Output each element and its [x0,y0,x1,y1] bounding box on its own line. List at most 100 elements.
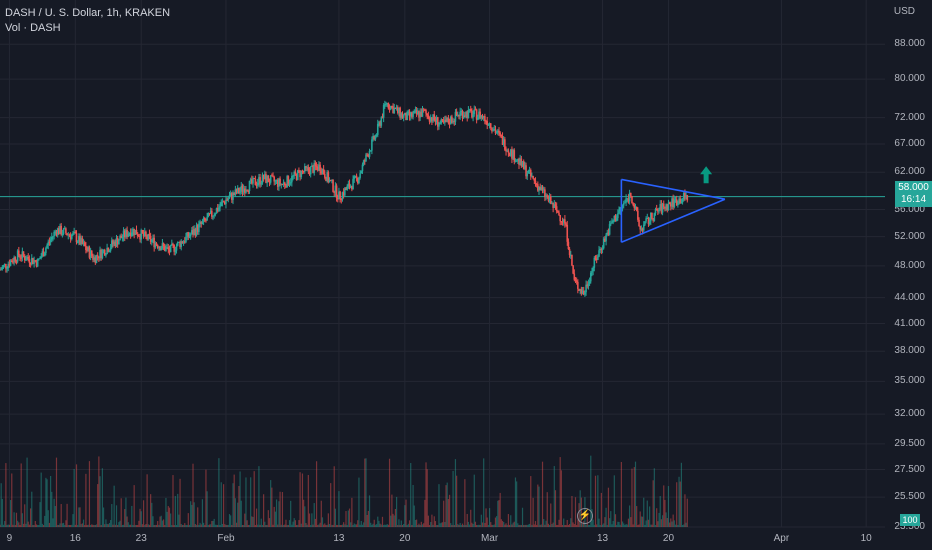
volume-bar [175,524,178,527]
volume-bar [19,524,21,527]
candle-body [316,166,319,171]
candle-body [654,209,657,214]
volume-bar [127,522,129,527]
volume-bar [684,494,686,527]
candle-body [541,187,544,190]
volume-bar [247,525,249,527]
candle-body [158,246,160,249]
candle-body [681,199,684,203]
up-arrow-icon[interactable] [700,166,713,184]
volume-bar [616,524,618,527]
candle-body [425,110,427,114]
candle-body [401,113,404,118]
volume-bar [513,521,515,527]
candle-body [243,188,246,193]
candle-body [521,161,524,167]
volume-bar [674,524,677,527]
candle-body [70,234,73,239]
volume-bar [328,523,331,527]
candle-body [314,162,317,167]
candle-body [522,161,525,169]
symbol-title[interactable]: DASH / U. S. Dollar, 1h, KRAKEN [5,7,171,19]
volume-badge: 100 [900,514,920,526]
volume-bar [427,515,429,527]
volume-bar [165,497,167,527]
volume-bar [446,482,448,527]
volume-bar [91,524,93,527]
candle-body [408,111,411,117]
candle-body [103,249,106,256]
candle-body [548,196,551,201]
candle-body [215,208,218,214]
volume-bar [34,521,36,527]
candle-body [338,191,340,200]
candle-body [42,251,45,257]
volume-bar [386,524,388,527]
volume-bar [414,519,417,527]
volume-bar [232,483,234,527]
candle-body [155,243,158,246]
volume-bar [248,524,251,527]
candle-body [262,174,265,180]
volume-bar [273,506,275,527]
candle-body [526,173,529,177]
volume-bar [546,492,548,527]
candle-body [58,228,60,234]
volume-bar [426,469,428,527]
candle-body [309,166,312,175]
volume-bar [312,524,314,527]
volume-bar [565,524,567,527]
triangle-pattern[interactable] [620,178,726,244]
volume-bar [589,524,591,527]
candle-body [123,230,126,238]
candle-body [382,105,385,118]
volume-bar [310,525,312,527]
candle-body [515,160,518,162]
candle-body [629,192,632,197]
volume-bar [268,518,271,527]
volume-bar [124,509,126,527]
candle-body [331,179,333,181]
candle-body [579,289,581,291]
currency-label[interactable]: USD [893,6,915,17]
volume-bar [238,485,240,527]
volume-bar [133,485,135,527]
volume-bar [486,517,488,527]
volume-bar [448,494,451,527]
volume-bar [564,524,566,527]
y-tick-label: 88.000 [894,38,925,50]
volume-bar [638,524,640,527]
volume-bar [158,524,160,527]
volume-bar [406,524,408,527]
volume-bar [188,524,191,527]
candle-body [369,150,372,152]
volume-bar [633,467,635,527]
candle-body [133,228,135,235]
candle-body [140,229,143,240]
volume-bar [430,522,432,527]
candle-body [293,171,296,176]
candle-body [394,107,397,109]
candle-body [602,238,605,249]
candle-body [63,228,66,230]
candle-body [420,111,423,117]
volume-indicator-label[interactable]: Vol · DASH [5,22,61,34]
candle-body [371,139,373,151]
volume-bar [131,505,133,527]
volume-bar [4,521,6,527]
volume-bar [534,521,537,527]
candle-body [665,204,667,209]
candle-body [642,224,645,231]
y-tick-label: 41.000 [894,317,925,329]
candle-body [311,165,313,167]
candle-body [344,188,346,196]
volume-bar [345,511,347,527]
candle-body [229,193,232,196]
candle-body [671,198,673,207]
candle-body [306,167,308,169]
lightning-icon[interactable]: ⚡ [577,508,593,524]
candle-body [132,228,134,233]
volume-bar [239,471,241,527]
candle-body [514,161,517,163]
